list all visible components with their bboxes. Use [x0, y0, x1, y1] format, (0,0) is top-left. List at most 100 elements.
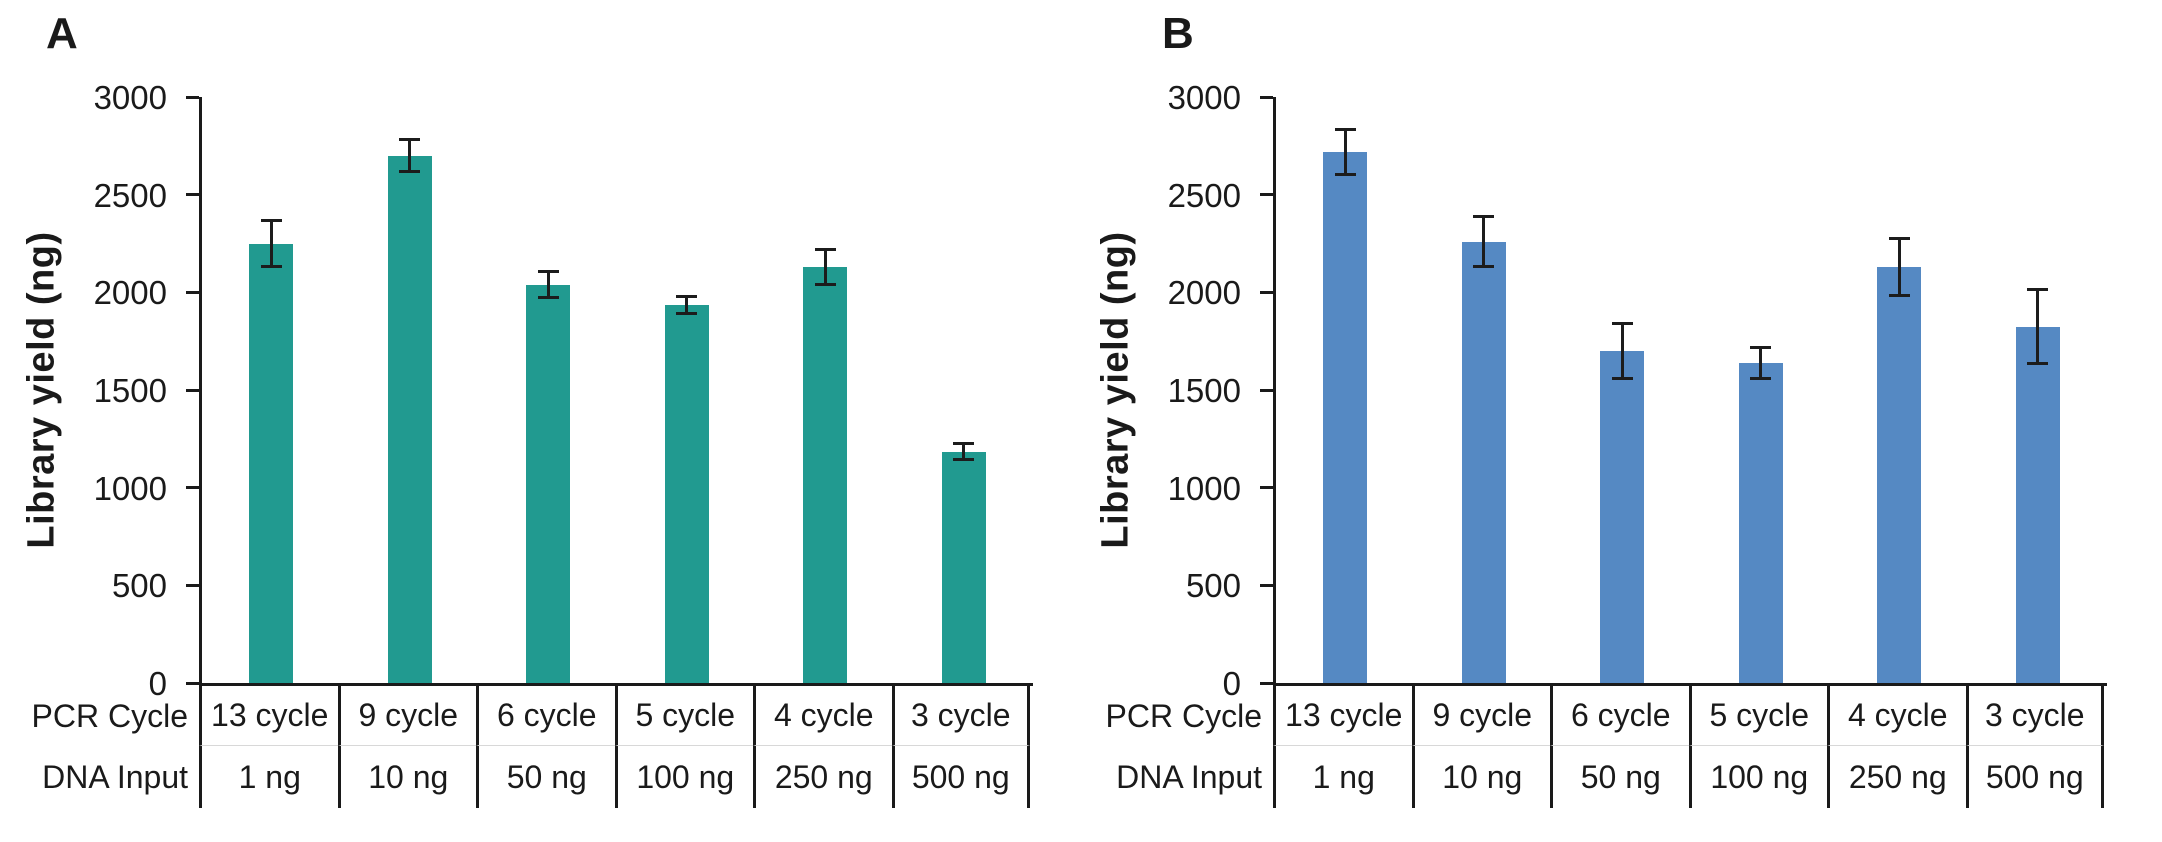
- error-bar-line: [823, 249, 827, 285]
- error-bar-line: [1620, 323, 1624, 379]
- error-bar-cap-bottom: [814, 283, 836, 287]
- error-bar-line: [2036, 289, 2040, 364]
- y-tick-mark: [186, 290, 199, 294]
- error-bar-cap-bottom: [1334, 172, 1356, 176]
- error-bar-cap-top: [814, 247, 836, 251]
- table-cell: 5 cycle: [1688, 686, 1827, 746]
- y-tick-mark: [186, 193, 199, 197]
- error-bar-cap-top: [953, 442, 975, 446]
- error-bar-cap-bottom: [1473, 265, 1495, 269]
- bar: [1461, 241, 1506, 683]
- table-cell: 1 ng: [1273, 746, 1412, 808]
- bar: [249, 243, 294, 683]
- row-label-pcr-cycle: PCR Cycle: [31, 697, 188, 734]
- table-cell: 6 cycle: [476, 686, 615, 746]
- table-cell: 50 ng: [476, 746, 615, 808]
- table-cell: 500 ng: [1965, 746, 2104, 808]
- table-cell: 4 cycle: [753, 686, 892, 746]
- table-cell: 6 cycle: [1550, 686, 1689, 746]
- error-bar-cap-bottom: [676, 312, 698, 316]
- x-axis-table: 13 cycle 9 cycle 6 cycle 5 cycle 4 cycle 3 cy…: [199, 686, 1030, 808]
- y-tick-mark: [186, 583, 199, 587]
- y-tick-label: 0: [1222, 665, 1241, 702]
- y-tick-label: 2500: [1167, 176, 1241, 214]
- y-tick-label: 0: [148, 665, 167, 702]
- table-cell: 50 ng: [1550, 746, 1689, 808]
- error-bar-cap-bottom: [399, 169, 421, 173]
- y-tick-label: 500: [111, 567, 167, 605]
- error-bar-line: [685, 296, 689, 314]
- table-cell: 500 ng: [891, 746, 1030, 808]
- plot-area: 0 500 1000 1500 2000 2500 3000: [1168, 81, 2107, 700]
- bar: [1877, 266, 1922, 683]
- panel-label: A: [46, 9, 78, 58]
- error-bar-cap-top: [1888, 237, 1910, 241]
- error-bar-cap-bottom: [537, 295, 559, 299]
- x-axis-line: [199, 683, 1033, 686]
- y-tick-mark: [1260, 388, 1273, 392]
- bar: [1600, 350, 1645, 683]
- error-bar-line: [1759, 347, 1763, 379]
- error-bar-cap-top: [1334, 127, 1356, 131]
- error-bar-cap-bottom: [260, 265, 282, 269]
- y-tick-label: 1000: [93, 469, 167, 507]
- bar: [1323, 151, 1368, 683]
- bar: [387, 155, 432, 683]
- error-bar-cap-bottom: [1611, 376, 1633, 380]
- y-tick-label: 2000: [1167, 274, 1241, 312]
- y-tick-mark: [1260, 583, 1273, 587]
- y-tick-mark: [1260, 486, 1273, 490]
- error-bar-cap-top: [260, 218, 282, 222]
- y-tick-mark: [186, 486, 199, 490]
- row-label-dna-input: DNA Input: [42, 758, 188, 795]
- table-cell: 250 ng: [753, 746, 892, 808]
- panel-label: B: [1162, 9, 1194, 58]
- table-cell: 1 ng: [199, 746, 338, 808]
- panel-a: A Library yield (ng) 0 500 1000 1500 2000 250…: [21, 9, 1033, 808]
- bar: [664, 305, 709, 683]
- y-tick-label: 1500: [93, 372, 167, 409]
- table-cell: 10 ng: [337, 746, 477, 808]
- bar: [2015, 326, 2060, 683]
- table-cell: 250 ng: [1827, 746, 1966, 808]
- y-tick-label: 1500: [1167, 372, 1241, 409]
- y-tick-label: 1000: [1167, 469, 1241, 507]
- error-bar-line: [546, 271, 550, 298]
- error-bar-cap-top: [676, 294, 698, 298]
- row-label-pcr-cycle: PCR Cycle: [1105, 697, 1262, 734]
- table-cell: 3 cycle: [891, 686, 1030, 746]
- table-cell: 5 cycle: [614, 686, 753, 746]
- table-cell: 13 cycle: [199, 686, 338, 746]
- error-bar-cap-bottom: [1888, 293, 1910, 297]
- error-bar-line: [1897, 238, 1901, 296]
- table-cell: 9 cycle: [337, 686, 476, 746]
- error-bar-cap-bottom: [2027, 362, 2049, 366]
- y-tick-mark: [186, 95, 199, 99]
- panel-b: B Library yield (ng) 0 500 1000 1500 2000 250…: [1074, 0, 2155, 842]
- y-tick-mark: [1260, 290, 1273, 294]
- y-tick-mark: [186, 681, 199, 685]
- error-bar-cap-top: [1473, 214, 1495, 218]
- table-cell: 13 cycle: [1273, 686, 1412, 746]
- table-cell: 100 ng: [1688, 746, 1828, 808]
- error-bar-cap-top: [1750, 345, 1772, 349]
- error-bar-line: [408, 139, 412, 172]
- error-bar-cap-bottom: [953, 457, 975, 461]
- table-cell: 4 cycle: [1827, 686, 1966, 746]
- error-bar-line: [1343, 129, 1347, 175]
- x-axis-table: 13 cycle 9 cycle 6 cycle 5 cycle 4 cycle 3 cy…: [1273, 686, 2104, 808]
- bar: [941, 451, 986, 683]
- error-bar-cap-bottom: [1750, 376, 1772, 380]
- error-bar-cap-top: [1611, 322, 1633, 326]
- bar: [803, 266, 848, 683]
- y-tick-mark: [1260, 193, 1273, 197]
- y-tick-mark: [1260, 95, 1273, 99]
- error-bar-cap-top: [537, 270, 559, 274]
- plot-area: 0 500 1000 1500 2000 2500 3000: [94, 81, 1033, 700]
- y-tick-mark: [1260, 681, 1273, 685]
- y-tick-label: 2500: [93, 176, 167, 214]
- bar: [1738, 362, 1783, 683]
- error-bar-cap-top: [2027, 287, 2049, 291]
- error-bar-line: [962, 443, 966, 460]
